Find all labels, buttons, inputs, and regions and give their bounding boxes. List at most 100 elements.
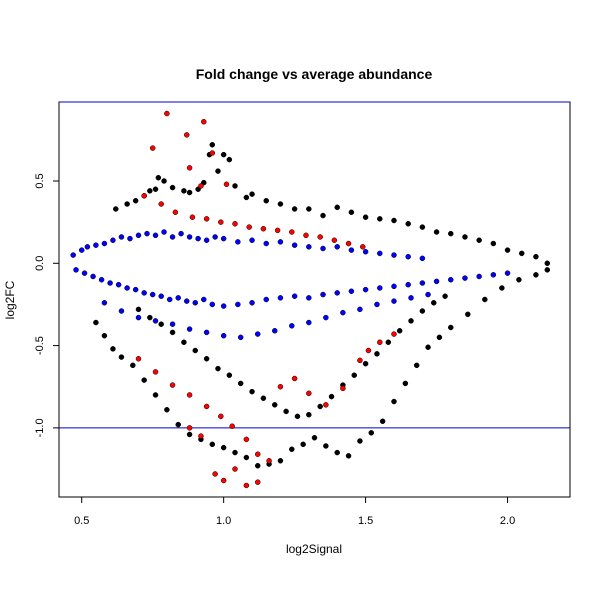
data-point-s0-39	[518, 250, 525, 257]
data-point-s0-72	[425, 344, 431, 350]
data-point-s2-15	[246, 224, 252, 230]
data-point-s2-41	[277, 383, 284, 390]
data-point-s1-60	[362, 286, 369, 293]
data-point-s0-104	[396, 328, 403, 334]
data-points	[70, 110, 551, 489]
data-point-s0-80	[544, 267, 551, 273]
data-point-s0-53	[209, 441, 216, 448]
data-point-s0-77	[499, 285, 505, 291]
data-point-s2-26	[169, 382, 176, 388]
data-point-s0-45	[118, 354, 125, 360]
data-point-s0-101	[362, 360, 369, 367]
data-point-s1-41	[141, 290, 147, 296]
data-point-s0-36	[476, 237, 482, 243]
reference-lines	[59, 101, 570, 429]
data-point-s0-30	[391, 217, 397, 224]
data-point-s0-31	[405, 221, 411, 227]
data-point-s1-72	[118, 308, 125, 314]
data-point-s1-86	[357, 306, 363, 313]
data-point-s1-28	[362, 249, 369, 255]
data-point-s0-102	[374, 351, 380, 357]
data-point-s1-80	[254, 331, 261, 337]
data-point-s0-44	[110, 346, 116, 352]
data-point-s0-106	[419, 308, 426, 314]
data-point-s0-59	[277, 458, 284, 464]
data-point-s0-38	[504, 247, 511, 253]
data-point-s2-9	[158, 201, 164, 207]
data-point-s1-81	[272, 328, 278, 334]
data-point-s0-105	[408, 318, 414, 324]
data-point-s1-20	[249, 237, 255, 243]
data-point-s2-44	[323, 402, 329, 408]
data-point-s1-18	[220, 235, 227, 242]
data-point-s1-3	[93, 242, 99, 248]
data-point-s0-97	[317, 403, 323, 410]
data-point-s1-85	[340, 309, 346, 316]
data-point-s1-64	[419, 280, 426, 286]
data-point-s0-43	[101, 332, 108, 339]
data-point-s1-73	[135, 314, 142, 321]
data-point-s0-78	[516, 277, 522, 283]
data-point-s1-78	[220, 332, 227, 339]
data-point-s1-29	[377, 250, 383, 257]
data-point-s1-65	[433, 278, 440, 285]
data-point-s2-35	[220, 477, 227, 484]
data-point-s0-70	[402, 380, 409, 387]
data-point-s1-62	[391, 283, 397, 290]
y-axis: 0.5 0.0 -0.5 -1.0	[34, 173, 59, 437]
data-point-s0-17	[226, 156, 233, 163]
data-point-s2-34	[232, 466, 238, 472]
data-point-s2-4	[209, 150, 216, 156]
data-point-s2-42	[291, 375, 298, 382]
data-point-s0-23	[291, 206, 298, 212]
data-point-s0-65	[345, 453, 352, 459]
data-point-s0-26	[334, 204, 340, 211]
data-point-s1-71	[101, 300, 108, 306]
data-point-s2-40	[198, 433, 204, 439]
data-point-s2-25	[152, 369, 159, 375]
data-point-s0-88	[215, 365, 221, 372]
data-point-s0-107	[430, 300, 437, 306]
data-point-s1-58	[334, 290, 340, 296]
data-point-s0-24	[306, 206, 312, 212]
data-point-s1-66	[448, 277, 454, 283]
data-point-s0-6	[155, 174, 162, 181]
data-point-s0-71	[413, 362, 420, 369]
data-point-s1-32	[419, 255, 426, 262]
data-point-s2-28	[203, 403, 210, 410]
data-point-s1-4	[101, 240, 108, 247]
data-point-s1-54	[277, 295, 284, 301]
data-point-s1-83	[306, 319, 312, 326]
data-point-s0-108	[442, 293, 448, 299]
data-point-s2-2	[201, 119, 207, 125]
data-point-s2-16	[260, 225, 267, 232]
data-point-s2-0	[164, 110, 170, 117]
data-point-s2-24	[135, 356, 142, 362]
data-point-s0-48	[152, 392, 159, 398]
data-point-s1-27	[348, 247, 355, 253]
data-point-s1-9	[144, 230, 150, 237]
data-point-s0-95	[294, 413, 301, 420]
data-point-s2-30	[229, 423, 235, 429]
data-point-s0-42	[93, 319, 99, 326]
data-point-s2-38	[254, 479, 261, 485]
data-point-s2-10	[172, 209, 179, 216]
data-point-s0-14	[209, 142, 216, 148]
x-tick-label-2: 1.5	[358, 515, 373, 527]
data-point-s1-34	[81, 270, 88, 276]
data-point-s2-18	[289, 229, 295, 235]
data-point-s2-39	[186, 425, 193, 431]
data-point-s0-27	[348, 209, 355, 216]
data-point-s0-69	[391, 398, 397, 405]
data-point-s2-31	[243, 436, 250, 443]
data-point-s2-37	[243, 482, 250, 489]
data-point-s1-82	[289, 323, 295, 329]
data-point-s1-30	[391, 252, 397, 258]
data-point-s0-100	[351, 372, 357, 378]
data-point-s1-44	[166, 296, 173, 303]
data-point-s0-66	[357, 438, 363, 444]
data-point-s1-40	[132, 286, 139, 293]
data-point-s0-20	[249, 191, 255, 197]
data-point-s2-46	[357, 357, 363, 364]
data-point-s0-57	[254, 462, 261, 469]
